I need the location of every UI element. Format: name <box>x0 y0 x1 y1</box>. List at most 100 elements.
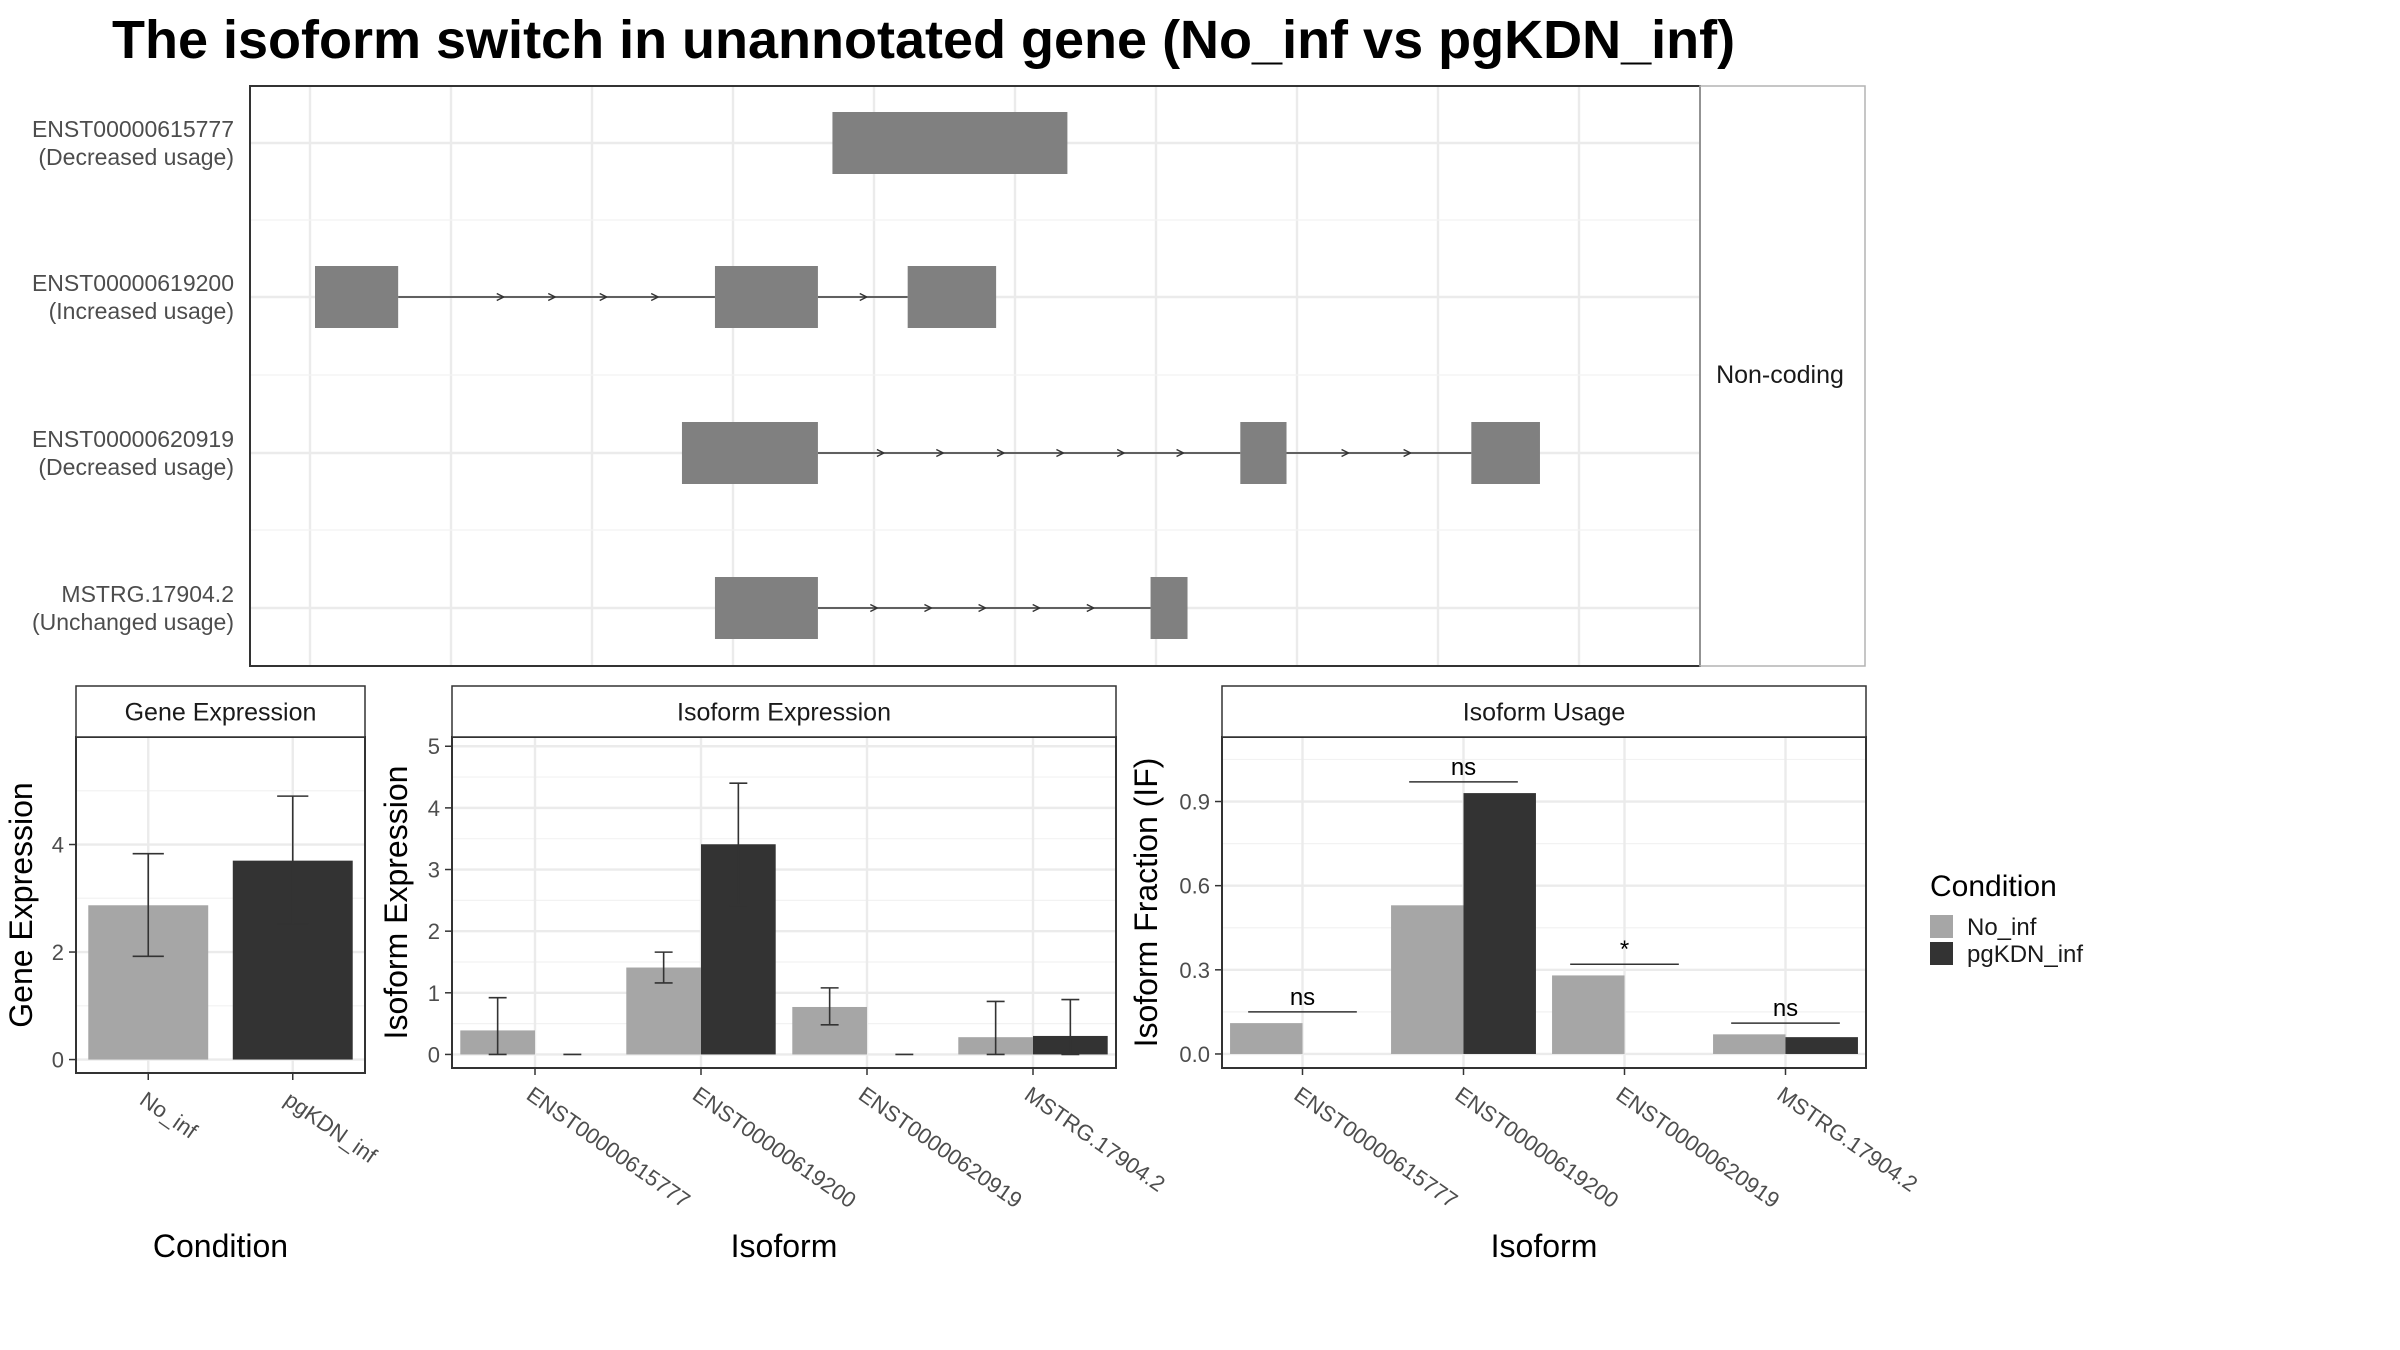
intron-arrow-enst00000619200 <box>650 292 660 302</box>
y-tick-label: 0.6 <box>1179 874 1210 899</box>
y-tick-label: 1 <box>428 981 440 1006</box>
significance-label-enst00000615777: ns <box>1290 984 1315 1011</box>
error-bar-no-inf-mstrg-17904-2 <box>986 1000 1005 1056</box>
isoform-expression-panel: Isoform Expression012345ENST00000615777E… <box>378 685 1170 1264</box>
significance-label-enst00000619200: ns <box>1451 754 1476 781</box>
bar-pgkdn-inf-enst00000619200 <box>1463 793 1536 1054</box>
y-tick-label: 0.3 <box>1179 958 1210 983</box>
isoform-label-mstrg-17904-2: MSTRG.17904.2 <box>61 581 234 607</box>
error-bar-no-inf-enst00000619200 <box>654 951 673 984</box>
exon-enst00000620919 <box>1471 422 1540 484</box>
y-axis-title: Isoform Expression <box>378 766 414 1040</box>
x-tick-label-enst00000615777: ENST00000615777 <box>1290 1082 1463 1213</box>
error-bar-pgkdn-inf-enst00000619200 <box>729 782 748 907</box>
isoform-label-enst00000619200: ENST00000619200 <box>32 270 234 296</box>
intron-arrow-mstrg-17904-2 <box>1032 603 1042 613</box>
structure-plot-background <box>250 86 1700 666</box>
error-bar-no-inf-enst00000615777 <box>488 996 507 1056</box>
y-axis-title: Gene Expression <box>3 782 39 1027</box>
y-tick-label: 4 <box>52 833 64 858</box>
figure-title: The isoform switch in unannotated gene (… <box>112 10 1735 70</box>
x-axis-title: Isoform <box>1491 1228 1598 1264</box>
intron-arrow-mstrg-17904-2 <box>1086 603 1096 613</box>
x-tick-label-enst00000620919: ENST00000620919 <box>1612 1082 1785 1213</box>
x-tick-label-enst00000615777: ENST00000615777 <box>522 1082 695 1213</box>
legend-swatch-pgkdn-inf <box>1930 942 1953 965</box>
isoform-usage-panel: ns ns * ns Isoform Usage 0.0 0.3 0.6 0.9 ENST0000… <box>1128 685 1923 1264</box>
isoform-usage-label-enst00000620919: (Decreased usage) <box>38 454 234 480</box>
error-bar-no-inf <box>132 852 164 958</box>
isoform-usage-label-mstrg-17904-2: (Unchanged usage) <box>32 609 234 635</box>
intron-arrow-enst00000619200 <box>496 292 506 302</box>
error-bar-pgkdn-inf-mstrg-17904-2 <box>1061 998 1080 1056</box>
x-tick-label-no-inf: No_inf <box>135 1087 202 1144</box>
isoform-usage-label-enst00000615777: (Decreased usage) <box>38 144 234 170</box>
intron-arrow-enst00000619200 <box>859 292 869 302</box>
legend-label-no-inf: No_inf <box>1967 914 2037 941</box>
y-tick-label: 0 <box>52 1048 64 1073</box>
intron-arrow-enst00000620919 <box>876 448 886 458</box>
exon-enst00000620919 <box>1240 422 1287 484</box>
panel-strip <box>451 685 1117 738</box>
intron-arrow-enst00000620919 <box>1176 448 1186 458</box>
panel-strip <box>1221 685 1867 738</box>
intron-arrow-mstrg-17904-2 <box>870 603 879 613</box>
intron-arrow-enst00000620919 <box>996 448 1006 458</box>
legend-label-pgkdn-inf: pgKDN_inf <box>1967 941 2083 968</box>
isoform-usage-background <box>1222 737 1866 1068</box>
intron-arrow-enst00000620919 <box>1116 448 1126 458</box>
x-axis-title: Condition <box>153 1228 288 1264</box>
significance-label-enst00000620919: * <box>1620 936 1629 963</box>
intron-arrow-enst00000619200 <box>599 292 609 302</box>
exon-enst00000619200 <box>907 266 997 328</box>
intron-arrow-enst00000620919 <box>936 448 945 458</box>
y-tick-label: 0 <box>428 1042 440 1067</box>
x-tick-label-mstrg-17904-2: MSTRG.17904.2 <box>1020 1082 1170 1197</box>
error-bar-no-inf-enst00000620919 <box>820 987 839 1026</box>
facet-strip <box>1699 85 1866 667</box>
x-tick-label-enst00000619200: ENST00000619200 <box>688 1082 861 1213</box>
gene-expression-panel: Gene Expression 0 2 4 No_inf pgKDN_inf Gene Ex… <box>3 685 382 1264</box>
legend-title: Condition <box>1930 870 2057 903</box>
panel-strip-title: Gene Expression <box>125 699 317 727</box>
y-tick-label: 0.0 <box>1179 1042 1210 1067</box>
isoform-label-enst00000615777: ENST00000615777 <box>32 116 234 142</box>
isoform-structure-panel: ENST00000615777(Decreased usage)ENST0000… <box>32 85 1866 667</box>
exon-enst00000620919 <box>681 422 818 484</box>
legend: Condition No_inf pgKDN_inf <box>1930 870 2083 968</box>
panel-strip-title: Isoform Usage <box>1463 699 1626 727</box>
bar-no-inf-enst00000620919 <box>1552 975 1625 1054</box>
isoform-label-enst00000620919: ENST00000620919 <box>32 426 234 452</box>
x-tick-label-enst00000619200: ENST00000619200 <box>1451 1082 1624 1213</box>
y-tick-label: 4 <box>428 796 440 821</box>
isoform-usage-label-enst00000619200: (Increased usage) <box>49 298 234 324</box>
legend-swatch-no-inf <box>1930 915 1953 938</box>
intron-arrow-mstrg-17904-2 <box>978 603 988 613</box>
bar-no-inf-enst00000615777 <box>1230 1023 1303 1054</box>
x-tick-label-enst00000620919: ENST00000620919 <box>854 1082 1027 1213</box>
exon-mstrg-17904-2 <box>714 577 818 639</box>
facet-label: Non-coding <box>1716 361 1844 389</box>
intron-arrow-mstrg-17904-2 <box>924 603 934 613</box>
y-tick-label: 0.9 <box>1179 790 1210 815</box>
panel-strip <box>75 685 366 738</box>
bar-pgkdn-inf-mstrg-17904-2 <box>1785 1037 1858 1054</box>
y-tick-label: 2 <box>428 919 440 944</box>
exon-mstrg-17904-2 <box>1150 577 1188 639</box>
exon-enst00000615777 <box>832 112 1068 174</box>
bar-no-inf-enst00000619200 <box>1391 905 1464 1054</box>
isoform-expression-background <box>452 737 1116 1068</box>
bar-no-inf-mstrg-17904-2 <box>1713 1034 1786 1054</box>
intron-arrow-enst00000619200 <box>547 292 557 302</box>
x-axis-title: Isoform <box>731 1228 838 1264</box>
significance-label-mstrg-17904-2: ns <box>1773 995 1798 1022</box>
y-tick-label: 2 <box>52 940 64 965</box>
y-tick-label: 3 <box>428 858 440 883</box>
panel-strip-title: Isoform Expression <box>677 699 891 727</box>
y-axis-title: Isoform Fraction (IF) <box>1128 758 1164 1048</box>
error-bar-pgkdn-inf <box>277 795 309 925</box>
x-tick-label-mstrg-17904-2: MSTRG.17904.2 <box>1773 1082 1923 1197</box>
y-tick-label: 5 <box>428 734 440 759</box>
exon-enst00000619200 <box>714 266 818 328</box>
